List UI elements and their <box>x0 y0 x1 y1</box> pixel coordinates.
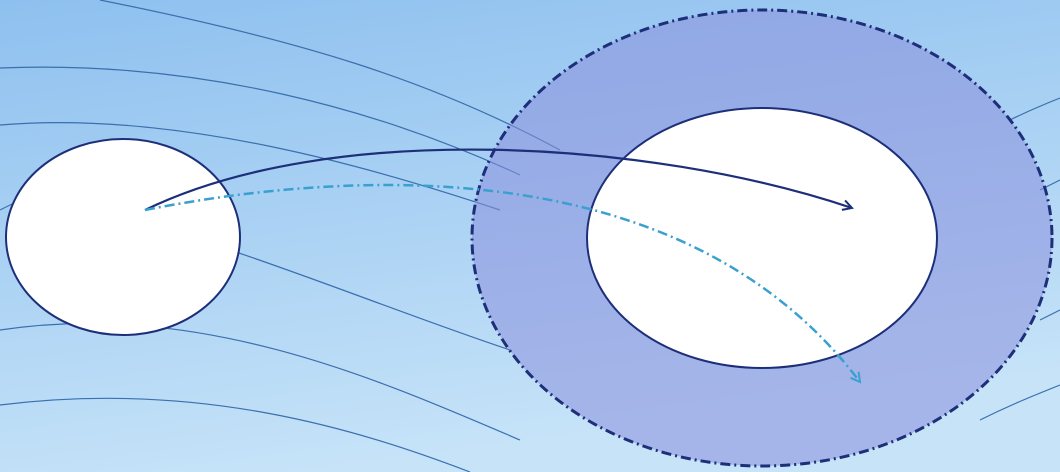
flow-line <box>99 0 561 151</box>
flow-line <box>229 249 511 351</box>
flow-line <box>1009 97 1060 121</box>
flow-line <box>1039 309 1060 321</box>
target-ellipse <box>586 107 938 369</box>
source-ellipse <box>5 138 241 336</box>
flow-line <box>979 384 1060 421</box>
solid-arrow <box>144 148 852 211</box>
flow-line <box>0 122 501 211</box>
dashed-arrow <box>144 183 860 382</box>
flow-line <box>0 397 471 472</box>
